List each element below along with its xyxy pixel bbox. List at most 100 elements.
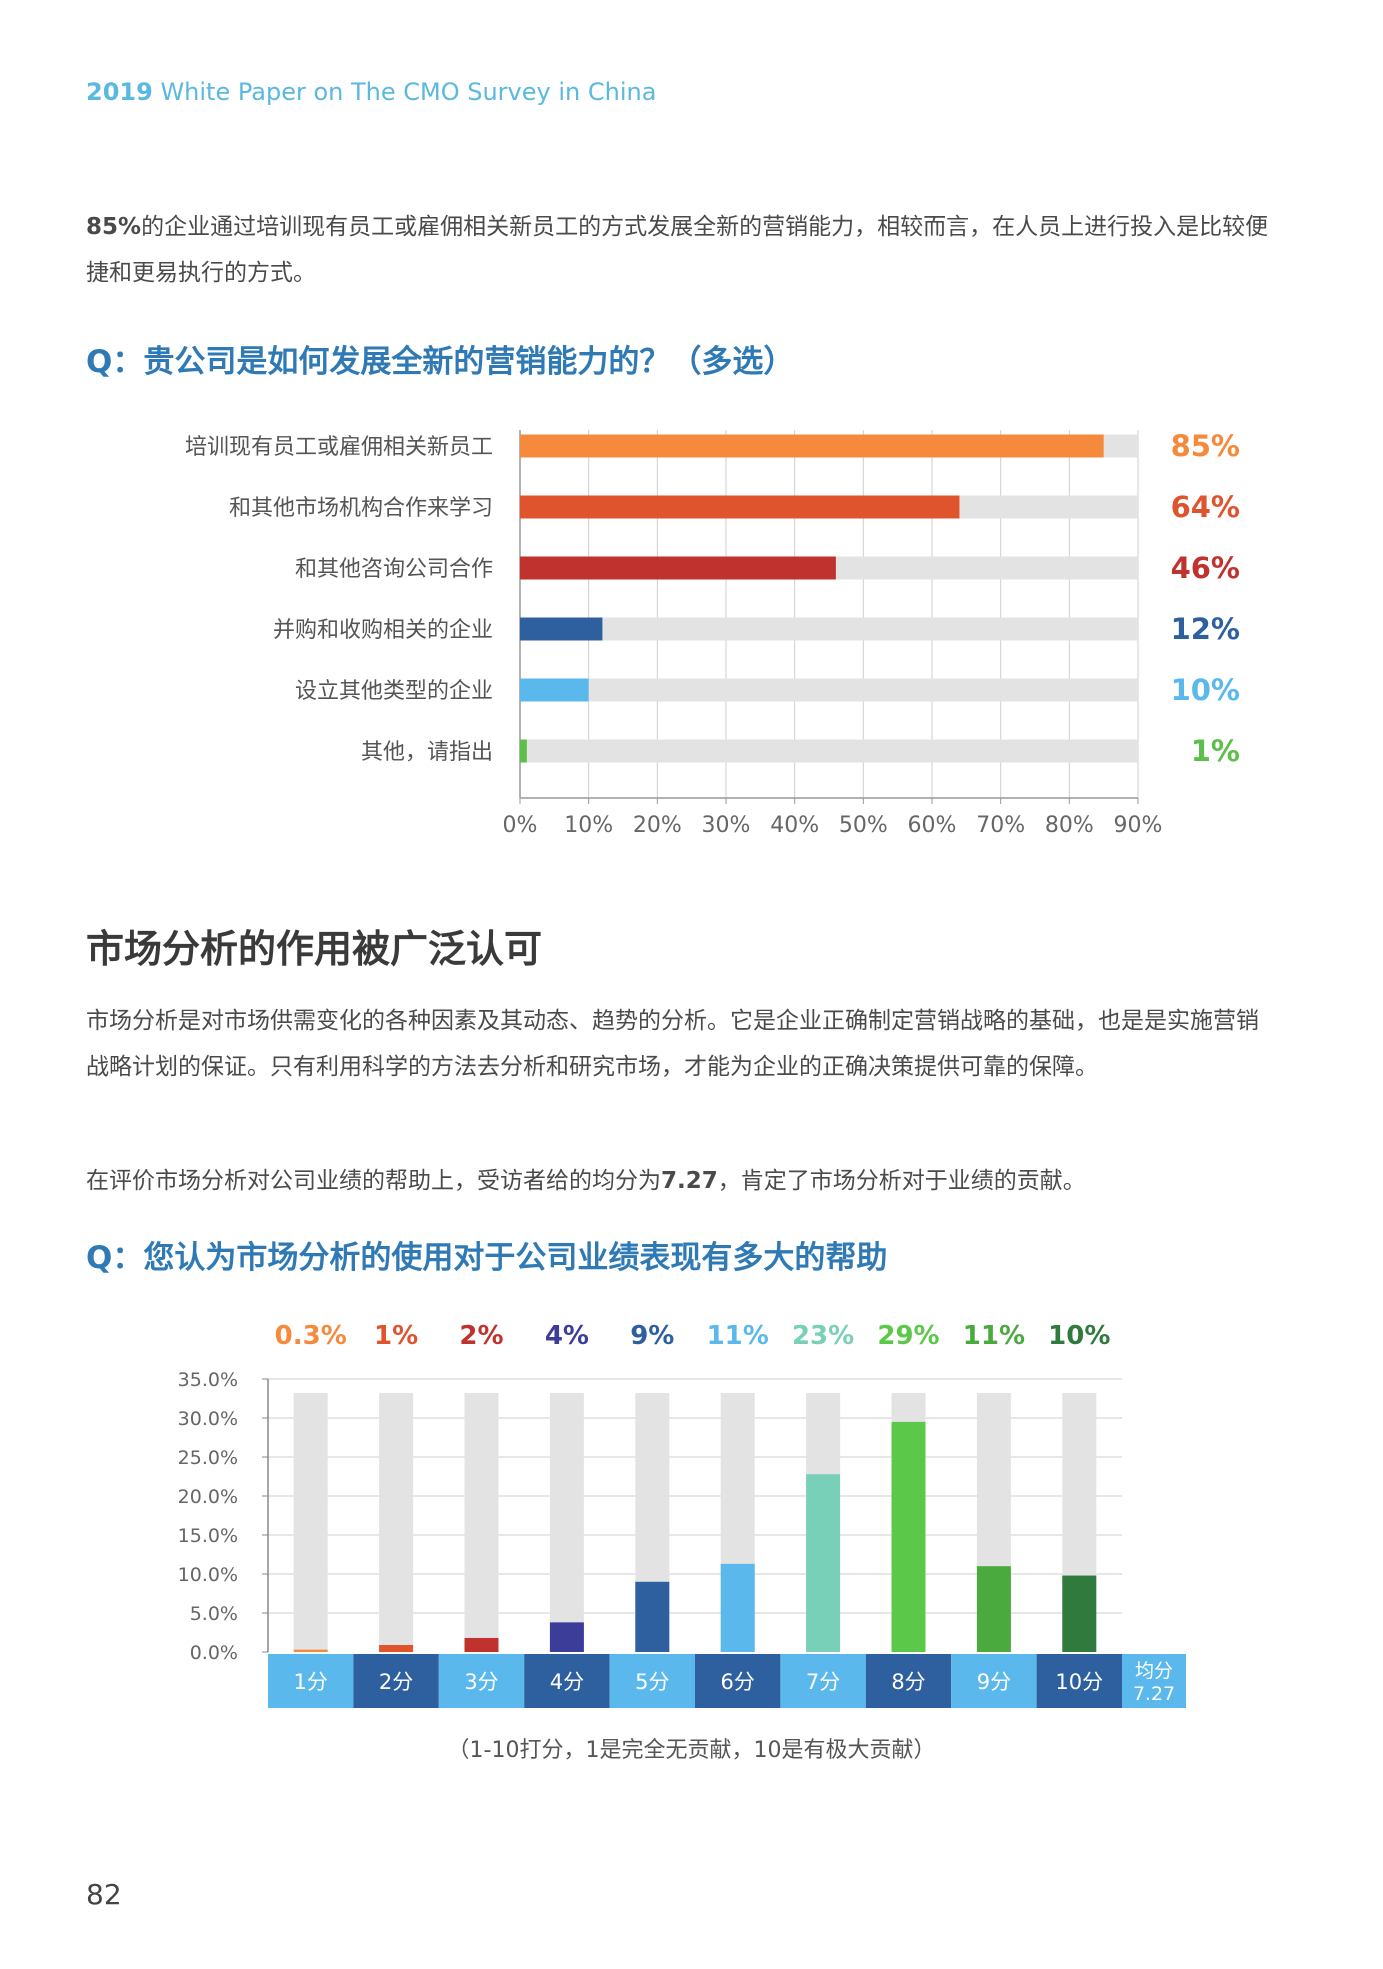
bar	[520, 739, 527, 763]
category-label: 9分	[977, 1670, 1011, 1694]
average-cell	[1122, 1654, 1186, 1708]
x-tick-label: 30%	[702, 813, 751, 838]
header-text: White Paper on The CMO Survey in China	[160, 78, 657, 106]
bar-track	[293, 1393, 328, 1652]
category-cell	[353, 1654, 439, 1708]
bar-track	[520, 678, 1138, 702]
category-label: 10分	[1055, 1670, 1103, 1694]
bar	[293, 1649, 328, 1652]
question-1: Q：贵公司是如何发展全新的营销能力的？（多选）	[86, 344, 795, 380]
value-label: 0.3%	[275, 1321, 347, 1351]
y-tick-label: 10.0%	[178, 1564, 238, 1586]
bar-track	[379, 1393, 414, 1652]
category-label: 设立其他类型的企业	[295, 679, 493, 704]
value-label: 11%	[707, 1321, 769, 1351]
value-label: 10%	[1171, 673, 1240, 707]
y-tick-label: 5.0%	[190, 1603, 238, 1625]
category-label: 8分	[891, 1670, 925, 1694]
section-paragraph-1: 市场分析是对市场供需变化的各种因素及其动态、趋势的分析。它是企业正确制定营销战略…	[86, 1008, 1259, 1080]
y-tick-label: 15.0%	[178, 1525, 238, 1547]
category-label: 并购和收购相关的企业	[273, 618, 493, 643]
category-label: 其他，请指出	[361, 740, 493, 765]
value-label: 11%	[963, 1321, 1025, 1351]
y-tick-label: 25.0%	[178, 1447, 238, 1469]
average-label: 均分	[1135, 1660, 1173, 1682]
average-value: 7.27	[1133, 1683, 1175, 1705]
intro-paragraph: 85%的企业通过培训现有员工或雇佣相关新员工的方式发展全新的营销能力，相较而言，…	[86, 204, 1276, 296]
value-label: 64%	[1171, 490, 1240, 524]
category-cell	[268, 1654, 354, 1708]
bar-track	[520, 739, 1138, 763]
value-label: 10%	[1048, 1321, 1110, 1351]
bar	[549, 1622, 584, 1652]
category-label: 1分	[294, 1670, 328, 1694]
category-label: 3分	[464, 1670, 498, 1694]
x-tick-label: 60%	[908, 813, 957, 838]
value-label: 29%	[877, 1321, 939, 1351]
bar	[520, 556, 836, 580]
question-2: Q：您认为市场分析的使用对于公司业绩表现有多大的帮助	[86, 1240, 888, 1276]
value-label: 2%	[459, 1321, 503, 1351]
intro-text: 的企业通过培训现有员工或雇佣相关新员工的方式发展全新的营销能力，相较而言，在人员…	[86, 214, 1269, 286]
bar	[806, 1474, 841, 1652]
para2-value: 7.27	[661, 1168, 718, 1194]
value-label: 85%	[1171, 429, 1240, 463]
category-cell	[695, 1654, 781, 1708]
section-paragraph-2: 在评价市场分析对公司业绩的帮助上，受访者给的均分为7.27，肯定了市场分析对于业…	[86, 1158, 1276, 1204]
category-cell	[1036, 1654, 1122, 1708]
value-label: 9%	[630, 1321, 674, 1351]
category-label: 2分	[379, 1670, 413, 1694]
bar	[520, 495, 960, 519]
scale-footnote: （1-10打分，1是完全无贡献，10是有极大贡献）	[447, 1738, 936, 1763]
bar-track	[520, 617, 1138, 641]
category-cell	[524, 1654, 610, 1708]
header-year: 2019	[86, 78, 153, 106]
category-label: 培训现有员工或雇佣相关新员工	[185, 435, 493, 460]
x-tick-label: 40%	[770, 813, 819, 838]
category-label: 4分	[550, 1670, 584, 1694]
intro-highlight: 85%	[86, 214, 142, 240]
x-tick-label: 70%	[976, 813, 1025, 838]
y-tick-label: 20.0%	[178, 1486, 238, 1508]
bar-track	[464, 1393, 499, 1652]
category-label: 6分	[721, 1670, 755, 1694]
bar	[520, 678, 589, 702]
x-tick-label: 20%	[633, 813, 682, 838]
para2-after: ，肯定了市场分析对于业绩的贡献。	[717, 1168, 1086, 1194]
page-number: 82	[86, 1878, 122, 1911]
bar	[635, 1581, 670, 1652]
y-tick-label: 0.0%	[190, 1642, 238, 1664]
x-tick-label: 10%	[564, 813, 613, 838]
category-label: 5分	[635, 1670, 669, 1694]
category-label: 和其他市场机构合作来学习	[229, 496, 493, 521]
bar	[464, 1637, 499, 1652]
bar	[976, 1566, 1011, 1652]
category-cell	[865, 1654, 952, 1708]
x-tick-label: 90%	[1114, 813, 1163, 838]
x-tick-label: 80%	[1045, 813, 1094, 838]
section-title: 市场分析的作用被广泛认可	[86, 927, 543, 971]
value-label: 12%	[1171, 612, 1240, 646]
chart-score-distribution: 0.0% 5.0% 10.0% 15.0% 20.0% 25.0% 30.0% 35.0% 0.…	[178, 1321, 1186, 1708]
category-cell	[609, 1654, 695, 1708]
bar	[720, 1563, 755, 1652]
category-cell	[780, 1654, 866, 1708]
category-cell	[438, 1654, 525, 1708]
y-tick-label: 30.0%	[178, 1408, 238, 1430]
value-label: 23%	[792, 1321, 854, 1351]
header-title: 2019 White Paper on The CMO Survey in Ch…	[86, 78, 656, 106]
category-label: 7分	[806, 1670, 840, 1694]
category-label: 和其他咨询公司合作	[295, 557, 493, 582]
bar-track	[549, 1393, 584, 1652]
value-label: 46%	[1171, 551, 1240, 585]
bar	[520, 434, 1104, 458]
x-tick-label: 50%	[839, 813, 888, 838]
x-tick-label: 0%	[503, 813, 538, 838]
bar	[1062, 1575, 1097, 1652]
chart-development-methods: 0% 10% 20% 30% 40% 50% 60% 70% 80% 90% 培训现有员工或雇佣相关…	[185, 429, 1240, 838]
category-cell	[951, 1654, 1037, 1708]
value-label: 1%	[1191, 734, 1240, 768]
bar	[891, 1421, 926, 1652]
bar	[379, 1644, 414, 1652]
value-label: 1%	[374, 1321, 418, 1351]
